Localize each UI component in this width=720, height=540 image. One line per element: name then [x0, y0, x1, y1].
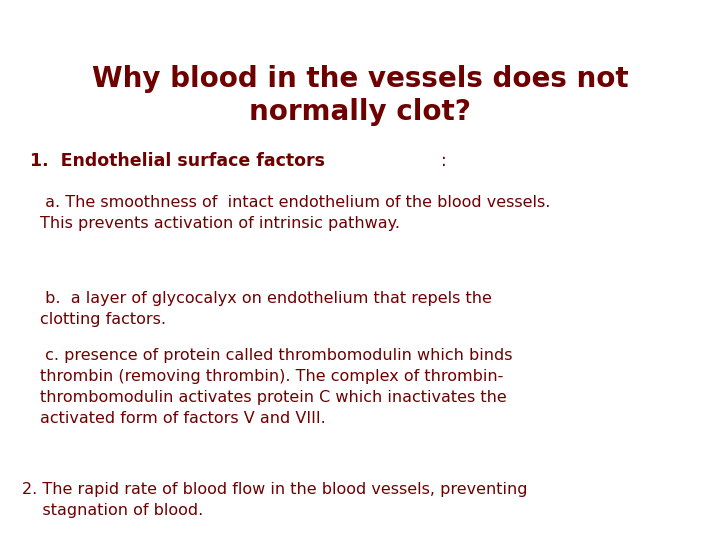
Text: Why blood in the vessels does not
normally clot?: Why blood in the vessels does not normal…	[91, 65, 629, 126]
Text: c. presence of protein called thrombomodulin which binds
thrombin (removing thro: c. presence of protein called thrombomod…	[40, 348, 512, 426]
Text: a. The smoothness of  intact endothelium of the blood vessels.
This prevents act: a. The smoothness of intact endothelium …	[40, 195, 550, 232]
Text: 2. The rapid rate of blood flow in the blood vessels, preventing
    stagnation : 2. The rapid rate of blood flow in the b…	[22, 482, 527, 518]
Text: b.  a layer of glycocalyx on endothelium that repels the
clotting factors.: b. a layer of glycocalyx on endothelium …	[40, 291, 492, 327]
Text: 1.  Endothelial surface factors: 1. Endothelial surface factors	[30, 152, 325, 170]
Text: :: :	[441, 152, 446, 170]
